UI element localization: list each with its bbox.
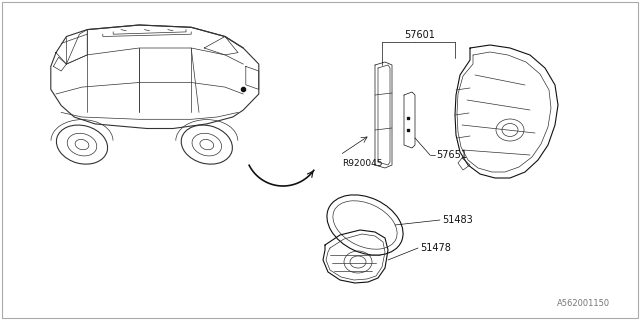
Text: 57651: 57651 [436,150,467,160]
Text: R920045: R920045 [342,158,383,167]
Text: A562001150: A562001150 [557,299,610,308]
Text: 51478: 51478 [420,243,451,253]
Text: 51483: 51483 [442,215,473,225]
Text: 57601: 57601 [404,30,435,40]
